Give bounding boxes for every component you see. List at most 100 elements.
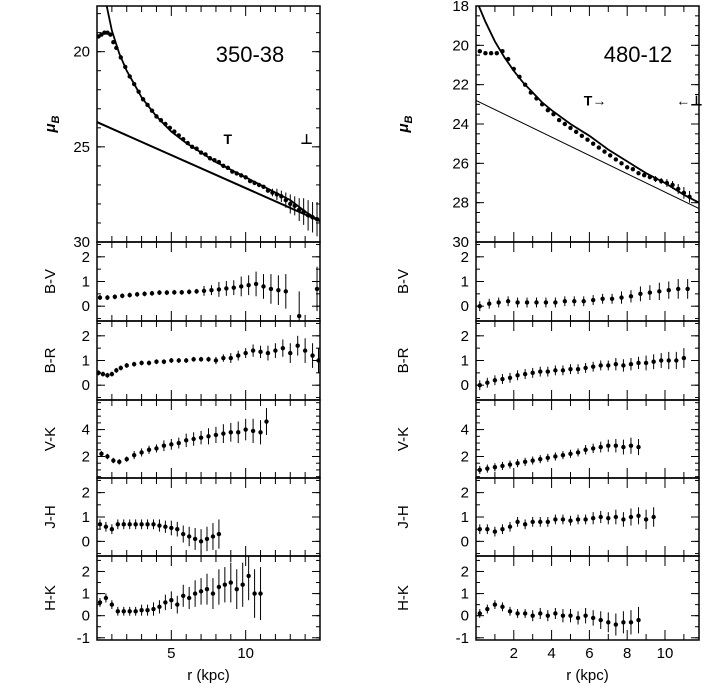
data-point — [154, 114, 159, 119]
data-point — [598, 617, 603, 623]
total-fit-curve — [105, 6, 320, 222]
panel-frame — [475, 320, 700, 401]
y-tick-label: 0 — [461, 298, 469, 315]
y-tick-label: 30 — [73, 234, 90, 251]
data-point — [192, 536, 198, 542]
data-point — [253, 281, 259, 287]
data-point — [568, 613, 573, 618]
y-axis-label: B-V — [395, 269, 412, 294]
data-point — [124, 456, 129, 462]
data-point — [653, 176, 658, 182]
data-point — [568, 518, 573, 523]
data-point — [276, 287, 281, 293]
data-point — [613, 443, 619, 448]
data-point — [496, 300, 501, 305]
panel-v-k: 2 4 V-K — [42, 399, 321, 479]
data-point — [613, 514, 619, 520]
data-point — [636, 617, 641, 623]
data-point — [163, 121, 168, 127]
data-point — [507, 524, 513, 529]
data-point — [121, 522, 126, 527]
data-point — [641, 172, 647, 178]
data-point — [154, 446, 159, 451]
data-point — [105, 295, 110, 300]
data-point — [685, 286, 690, 292]
data-point — [252, 591, 257, 596]
panel-surface-brightness: 18 20 22 24 26 28 30 μB T→ ←⊥ 480-12 — [395, 0, 703, 251]
data-point — [606, 620, 611, 625]
data-point — [273, 348, 278, 353]
data-point — [314, 216, 320, 222]
data-point — [530, 519, 535, 525]
data-point — [545, 455, 551, 461]
panel-frame — [96, 477, 321, 557]
data-point — [507, 375, 513, 380]
y-tick-label: -1 — [456, 630, 469, 647]
y-axis-label: B-R — [42, 347, 59, 373]
data-point — [118, 365, 123, 371]
data-point — [553, 368, 558, 373]
panel-frame — [475, 555, 700, 641]
data-point — [568, 125, 573, 131]
y-tick-label: 2 — [461, 249, 469, 266]
data-point — [590, 141, 596, 146]
data-point — [274, 192, 280, 197]
y-tick-label: 0 — [461, 533, 469, 550]
data-point — [194, 146, 199, 151]
data-point — [666, 287, 671, 293]
y-axis-label: B-V — [42, 269, 59, 294]
data-point — [575, 517, 581, 522]
data-point — [216, 531, 222, 537]
data-point — [146, 447, 152, 452]
data-point — [607, 153, 613, 158]
data-point — [492, 602, 498, 607]
data-point — [131, 362, 137, 367]
data-point — [539, 102, 545, 107]
data-point — [515, 373, 520, 378]
y-tick-label: 20 — [452, 37, 469, 54]
data-point — [560, 452, 566, 458]
data-point — [258, 591, 263, 596]
data-point — [659, 358, 664, 363]
data-point — [628, 514, 634, 520]
data-point — [545, 369, 551, 374]
data-point — [530, 370, 535, 376]
data-point — [250, 348, 256, 353]
x-tick-label: 4 — [547, 645, 555, 662]
x-axis-label: r (kpc) — [566, 667, 609, 684]
data-point — [207, 156, 213, 161]
data-point — [230, 169, 235, 174]
data-point — [500, 463, 505, 469]
panel-content — [97, 519, 222, 554]
data-point — [114, 368, 119, 373]
panel-b-v: 0 1 2 B-V — [395, 241, 700, 322]
data-point — [553, 611, 558, 616]
data-point — [636, 170, 641, 176]
data-point — [314, 286, 320, 292]
data-point — [176, 358, 181, 363]
data-point — [221, 431, 226, 436]
disk-fit-line — [97, 121, 320, 223]
data-point — [283, 197, 289, 203]
data-point — [261, 184, 266, 190]
data-point — [492, 529, 498, 534]
data-point — [606, 516, 611, 521]
data-point — [583, 613, 588, 618]
data-point — [500, 49, 505, 54]
data-point — [198, 539, 204, 544]
data-point — [99, 451, 104, 456]
data-point — [139, 607, 144, 613]
data-point — [676, 286, 681, 292]
data-point — [157, 604, 162, 610]
data-point — [477, 467, 482, 473]
data-point — [600, 296, 605, 301]
data-point — [477, 303, 482, 309]
data-point — [553, 454, 558, 459]
data-point — [145, 522, 150, 527]
data-point — [636, 444, 641, 450]
y-tick-label: 20 — [73, 44, 90, 61]
data-point — [545, 613, 551, 618]
data-point — [647, 290, 653, 295]
data-point — [560, 613, 566, 618]
data-point — [638, 291, 643, 297]
